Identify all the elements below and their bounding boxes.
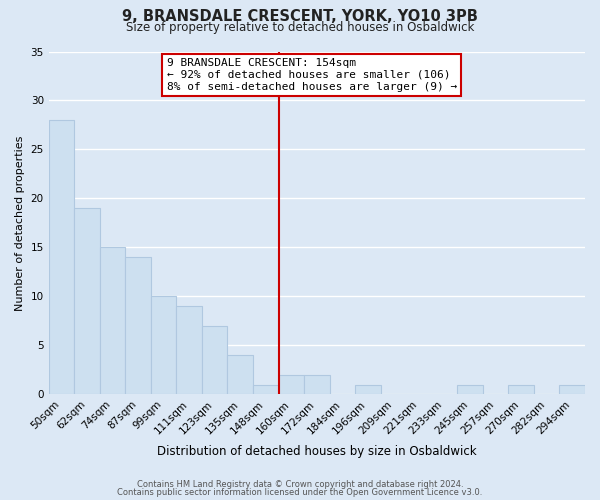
Bar (74, 208, 100, 394)
Bar (100, 248, 125, 394)
Text: 9 BRANSDALE CRESCENT: 154sqm
← 92% of detached houses are smaller (106)
8% of se: 9 BRANSDALE CRESCENT: 154sqm ← 92% of de… (167, 58, 457, 92)
Bar (227, 356, 253, 395)
Bar (508, 384, 534, 394)
Bar (355, 384, 380, 394)
Bar (176, 306, 202, 394)
Bar (457, 384, 483, 394)
Bar (278, 375, 304, 394)
Text: Contains public sector information licensed under the Open Government Licence v3: Contains public sector information licen… (118, 488, 482, 497)
Text: Size of property relative to detached houses in Osbaldwick: Size of property relative to detached ho… (126, 22, 474, 35)
Bar (304, 375, 329, 394)
Bar (253, 384, 278, 394)
Y-axis label: Number of detached properties: Number of detached properties (15, 136, 25, 310)
Bar (559, 384, 585, 394)
Bar (202, 326, 227, 394)
Text: 9, BRANSDALE CRESCENT, YORK, YO10 3PB: 9, BRANSDALE CRESCENT, YORK, YO10 3PB (122, 9, 478, 24)
Bar (125, 258, 151, 394)
Bar (151, 296, 176, 394)
Bar (49, 120, 74, 394)
X-axis label: Distribution of detached houses by size in Osbaldwick: Distribution of detached houses by size … (157, 444, 476, 458)
Text: Contains HM Land Registry data © Crown copyright and database right 2024.: Contains HM Land Registry data © Crown c… (137, 480, 463, 489)
